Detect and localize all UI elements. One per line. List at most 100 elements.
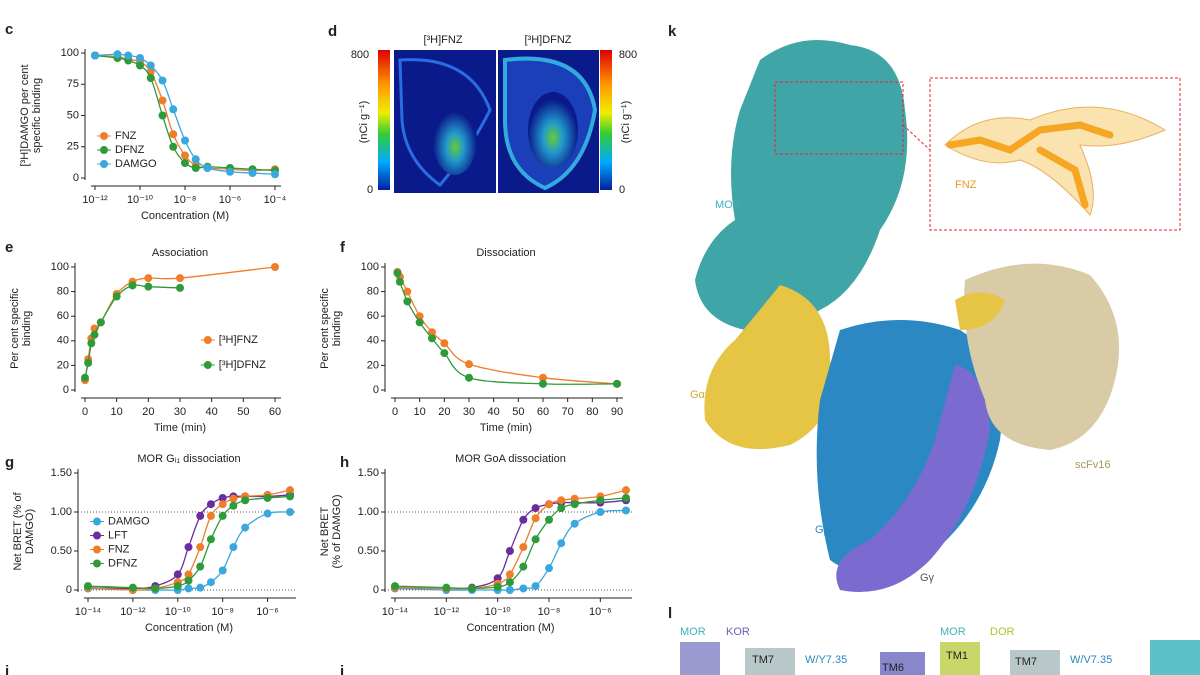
y-tick-label: 40 xyxy=(57,335,69,347)
x-axis-label: Time (min) xyxy=(154,422,206,434)
data-point xyxy=(206,511,215,520)
panel-label: d xyxy=(328,23,337,40)
data-point xyxy=(519,515,528,524)
data-point xyxy=(181,151,189,160)
data-point xyxy=(196,511,205,520)
data-point xyxy=(505,547,514,555)
legend-marker xyxy=(203,336,212,344)
chart-title: MOR Gᵢ₁ dissociation xyxy=(137,453,240,465)
data-point xyxy=(206,500,215,509)
data-point xyxy=(241,523,250,532)
data-point xyxy=(176,283,184,292)
label: scFv16 xyxy=(1075,459,1110,471)
density-ggamma xyxy=(836,365,990,592)
x-axis-label: Time (min) xyxy=(480,422,532,434)
y-axis-label: DAMGO) xyxy=(24,509,36,554)
data-point xyxy=(557,504,566,513)
x-tick-label: 20 xyxy=(142,406,154,418)
data-point xyxy=(206,578,215,587)
data-point xyxy=(519,584,528,593)
x-tick-label: 10⁻⁸ xyxy=(538,606,561,618)
legend-label: LFT xyxy=(108,529,128,541)
x-tick-label: 10⁻¹⁰ xyxy=(165,606,192,618)
fit-line xyxy=(84,266,276,381)
y-tick-label: 100 xyxy=(361,261,379,273)
data-point xyxy=(428,328,436,337)
x-tick-label: 10⁻¹⁴ xyxy=(75,606,102,618)
data-point xyxy=(271,263,279,271)
panel-label: h xyxy=(340,454,349,471)
data-point xyxy=(191,164,200,172)
legend-label: FNZ xyxy=(108,543,130,555)
x-tick-label: 10⁻¹² xyxy=(120,606,146,618)
data-point xyxy=(136,61,144,70)
data-point xyxy=(531,514,540,523)
x-tick-label: 10⁻⁸ xyxy=(174,194,197,206)
data-point xyxy=(90,330,99,339)
density-galpha xyxy=(704,285,832,450)
panel-label: c xyxy=(5,21,13,38)
data-point xyxy=(184,570,193,579)
scale-label: 0 xyxy=(619,184,625,196)
y-tick-label: 50 xyxy=(67,109,79,121)
legend-label: FNZ xyxy=(115,130,137,142)
data-point xyxy=(124,51,133,60)
data-point xyxy=(505,570,514,579)
panel-label: k xyxy=(668,23,677,40)
data-point xyxy=(393,269,402,278)
x-tick-label: 40 xyxy=(488,406,500,418)
data-point xyxy=(465,373,473,382)
data-point xyxy=(440,339,449,348)
y-tick-label: 100 xyxy=(51,261,69,273)
data-point xyxy=(158,111,167,120)
data-point xyxy=(169,105,178,114)
x-axis-label: Concentration (M) xyxy=(466,622,554,634)
panel-label: e xyxy=(5,239,13,256)
data-point xyxy=(391,582,399,591)
label: KOR xyxy=(726,626,750,638)
data-point xyxy=(158,96,167,105)
density-mor xyxy=(695,40,908,330)
scale-label: 0 xyxy=(367,184,373,196)
label: Gα xyxy=(690,389,706,401)
legend-marker xyxy=(93,559,101,568)
x-tick-label: 10⁻¹² xyxy=(434,606,460,618)
data-point xyxy=(622,493,630,502)
data-point xyxy=(570,500,579,509)
x-tick-label: 60 xyxy=(537,406,549,418)
data-point xyxy=(596,496,605,505)
data-point xyxy=(505,578,514,587)
scale-label: 800 xyxy=(619,49,637,61)
x-tick-label: 10 xyxy=(111,406,123,418)
data-point xyxy=(176,274,184,283)
panel-label: f xyxy=(340,239,346,256)
data-point xyxy=(184,576,193,585)
data-point xyxy=(218,566,227,575)
data-point xyxy=(169,142,178,151)
y-tick-label: 0 xyxy=(66,584,72,596)
data-point xyxy=(263,493,272,502)
data-point xyxy=(241,496,250,505)
x-tick-label: 0 xyxy=(392,406,398,418)
data-point xyxy=(196,583,205,592)
y-tick-label: 0.50 xyxy=(51,545,72,557)
chart-title: MOR GoA dissociation xyxy=(455,453,566,465)
data-point xyxy=(248,169,257,177)
data-point xyxy=(169,130,178,139)
data-point xyxy=(84,358,93,367)
ligand-model xyxy=(946,121,1114,209)
data-point xyxy=(428,334,436,343)
data-point xyxy=(622,486,630,495)
x-tick-label: 20 xyxy=(438,406,450,418)
data-point xyxy=(146,74,155,82)
y-tick-label: 60 xyxy=(367,310,379,322)
legend-marker xyxy=(100,160,108,168)
data-point xyxy=(144,274,153,283)
panel-d: d [³H]FNZ [³H]DFNZ 800 0 800 0 (nCi g⁻¹)… xyxy=(328,23,637,196)
data-point xyxy=(146,61,155,70)
y-tick-label: 0 xyxy=(373,584,379,596)
panel-label: j xyxy=(339,663,344,675)
x-tick-label: 10⁻⁴ xyxy=(264,194,287,206)
image-title: [³H]DFNZ xyxy=(524,34,571,46)
label: Gβ xyxy=(815,524,830,536)
